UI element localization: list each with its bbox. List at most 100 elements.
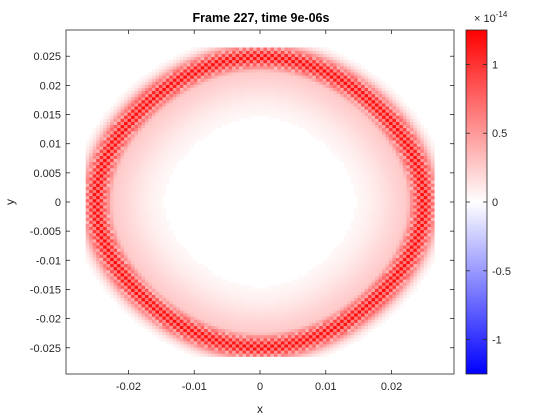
heatmap-cell [179, 276, 184, 280]
heatmap-cell [148, 180, 153, 184]
heatmap-cell [169, 118, 174, 122]
heatmap-cell [225, 100, 229, 104]
heatmap-cell [183, 279, 188, 283]
heatmap-cell [169, 100, 174, 104]
heatmap-cell [361, 229, 365, 234]
heatmap-cell [350, 331, 355, 336]
heatmap-cell [138, 211, 142, 215]
heatmap-cell [301, 62, 306, 67]
heatmap-cell [193, 121, 198, 126]
heatmap-cell [263, 72, 268, 76]
heatmap-cell [357, 334, 362, 339]
heatmap-cell [148, 257, 153, 262]
heatmap-cell [239, 81, 243, 85]
heatmap-cell [193, 303, 198, 308]
heatmap-cell [144, 300, 149, 305]
heatmap-cell [343, 130, 348, 135]
heatmap-cell [354, 180, 358, 184]
heatmap-cell [155, 217, 160, 221]
heatmap-cell [218, 50, 222, 54]
heatmap-cell [197, 137, 202, 141]
heatmap-cell [113, 248, 118, 252]
heatmap-cell [131, 310, 135, 314]
heatmap-cell [89, 211, 93, 215]
heatmap-cell [305, 350, 310, 354]
heatmap-cell [169, 130, 174, 135]
heatmap-cell [305, 310, 310, 314]
heatmap-cell [113, 229, 118, 234]
heatmap-cell [110, 192, 114, 197]
heatmap-cell [176, 158, 181, 163]
heatmap-cell [183, 53, 188, 58]
heatmap-cell [312, 118, 317, 122]
heatmap-cell [280, 313, 285, 317]
heatmap-cell [315, 319, 320, 323]
heatmap-cell [333, 310, 337, 314]
heatmap-cell [155, 251, 160, 255]
heatmap-cell [89, 143, 93, 147]
heatmap-cell [357, 177, 362, 181]
heatmap-cell [301, 118, 306, 122]
heatmap-cell [211, 350, 215, 354]
heatmap-cell [183, 84, 188, 88]
heatmap-cell [340, 56, 344, 61]
heatmap-cell [336, 303, 341, 308]
heatmap-cell [361, 328, 365, 333]
heatmap-cell [354, 78, 358, 82]
heatmap-cell [301, 319, 306, 323]
heatmap-cell [256, 319, 261, 323]
heatmap-cell [326, 297, 331, 302]
heatmap-cell [350, 84, 355, 88]
heatmap-cell [193, 78, 198, 82]
heatmap-cell [277, 106, 282, 110]
heatmap-cell [127, 183, 132, 187]
heatmap-cell [218, 72, 222, 76]
heatmap-cell [155, 263, 160, 268]
heatmap-cell [214, 62, 219, 67]
heatmap-cell [131, 158, 135, 163]
heatmap-cell [124, 137, 128, 141]
heatmap-cell [117, 297, 121, 302]
heatmap-cell [294, 350, 299, 354]
heatmap-cell [183, 282, 188, 286]
heatmap-cell [333, 341, 337, 345]
heatmap-cell [329, 130, 334, 135]
heatmap-cell [124, 121, 128, 126]
heatmap-cell [214, 334, 219, 339]
heatmap-cell [301, 279, 306, 283]
heatmap-cell [176, 90, 181, 95]
plot-area: -0.02 -0.01 0 0.01 0.02 0.0250.020.0150.010.… [30, 29, 455, 393]
heatmap-cell [162, 84, 167, 88]
heatmap-cell [308, 322, 313, 326]
heatmap-cell [162, 276, 167, 280]
heatmap-cell [85, 251, 90, 255]
heatmap-cell [253, 93, 257, 98]
heatmap-cell [169, 149, 174, 153]
heatmap-cell [183, 260, 188, 265]
heatmap-cell [172, 152, 177, 156]
heatmap-cell [322, 331, 327, 336]
heatmap-cell [253, 50, 257, 54]
heatmap-cell [127, 232, 132, 237]
heatmap-cell [340, 300, 344, 305]
heatmap-cell [165, 100, 170, 104]
heatmap-cell [127, 118, 132, 122]
heatmap-cell [117, 100, 121, 104]
heatmap-cell [138, 229, 142, 234]
heatmap-cell [186, 260, 191, 265]
heatmap-cell [162, 279, 167, 283]
heatmap-cell [294, 313, 299, 317]
heatmap-cell [141, 235, 146, 240]
heatmap-cell [200, 331, 205, 336]
heatmap-cell [239, 78, 243, 82]
heatmap-cell [340, 90, 344, 95]
heatmap-cell [207, 93, 212, 98]
heatmap-cell [260, 288, 264, 292]
heatmap-cell [357, 331, 362, 336]
heatmap-cell [183, 254, 188, 258]
heatmap-cell [176, 134, 181, 138]
heatmap-cell [186, 121, 191, 126]
heatmap-cell [186, 56, 191, 61]
heatmap-cell [270, 297, 275, 302]
heatmap-cell [106, 214, 111, 218]
